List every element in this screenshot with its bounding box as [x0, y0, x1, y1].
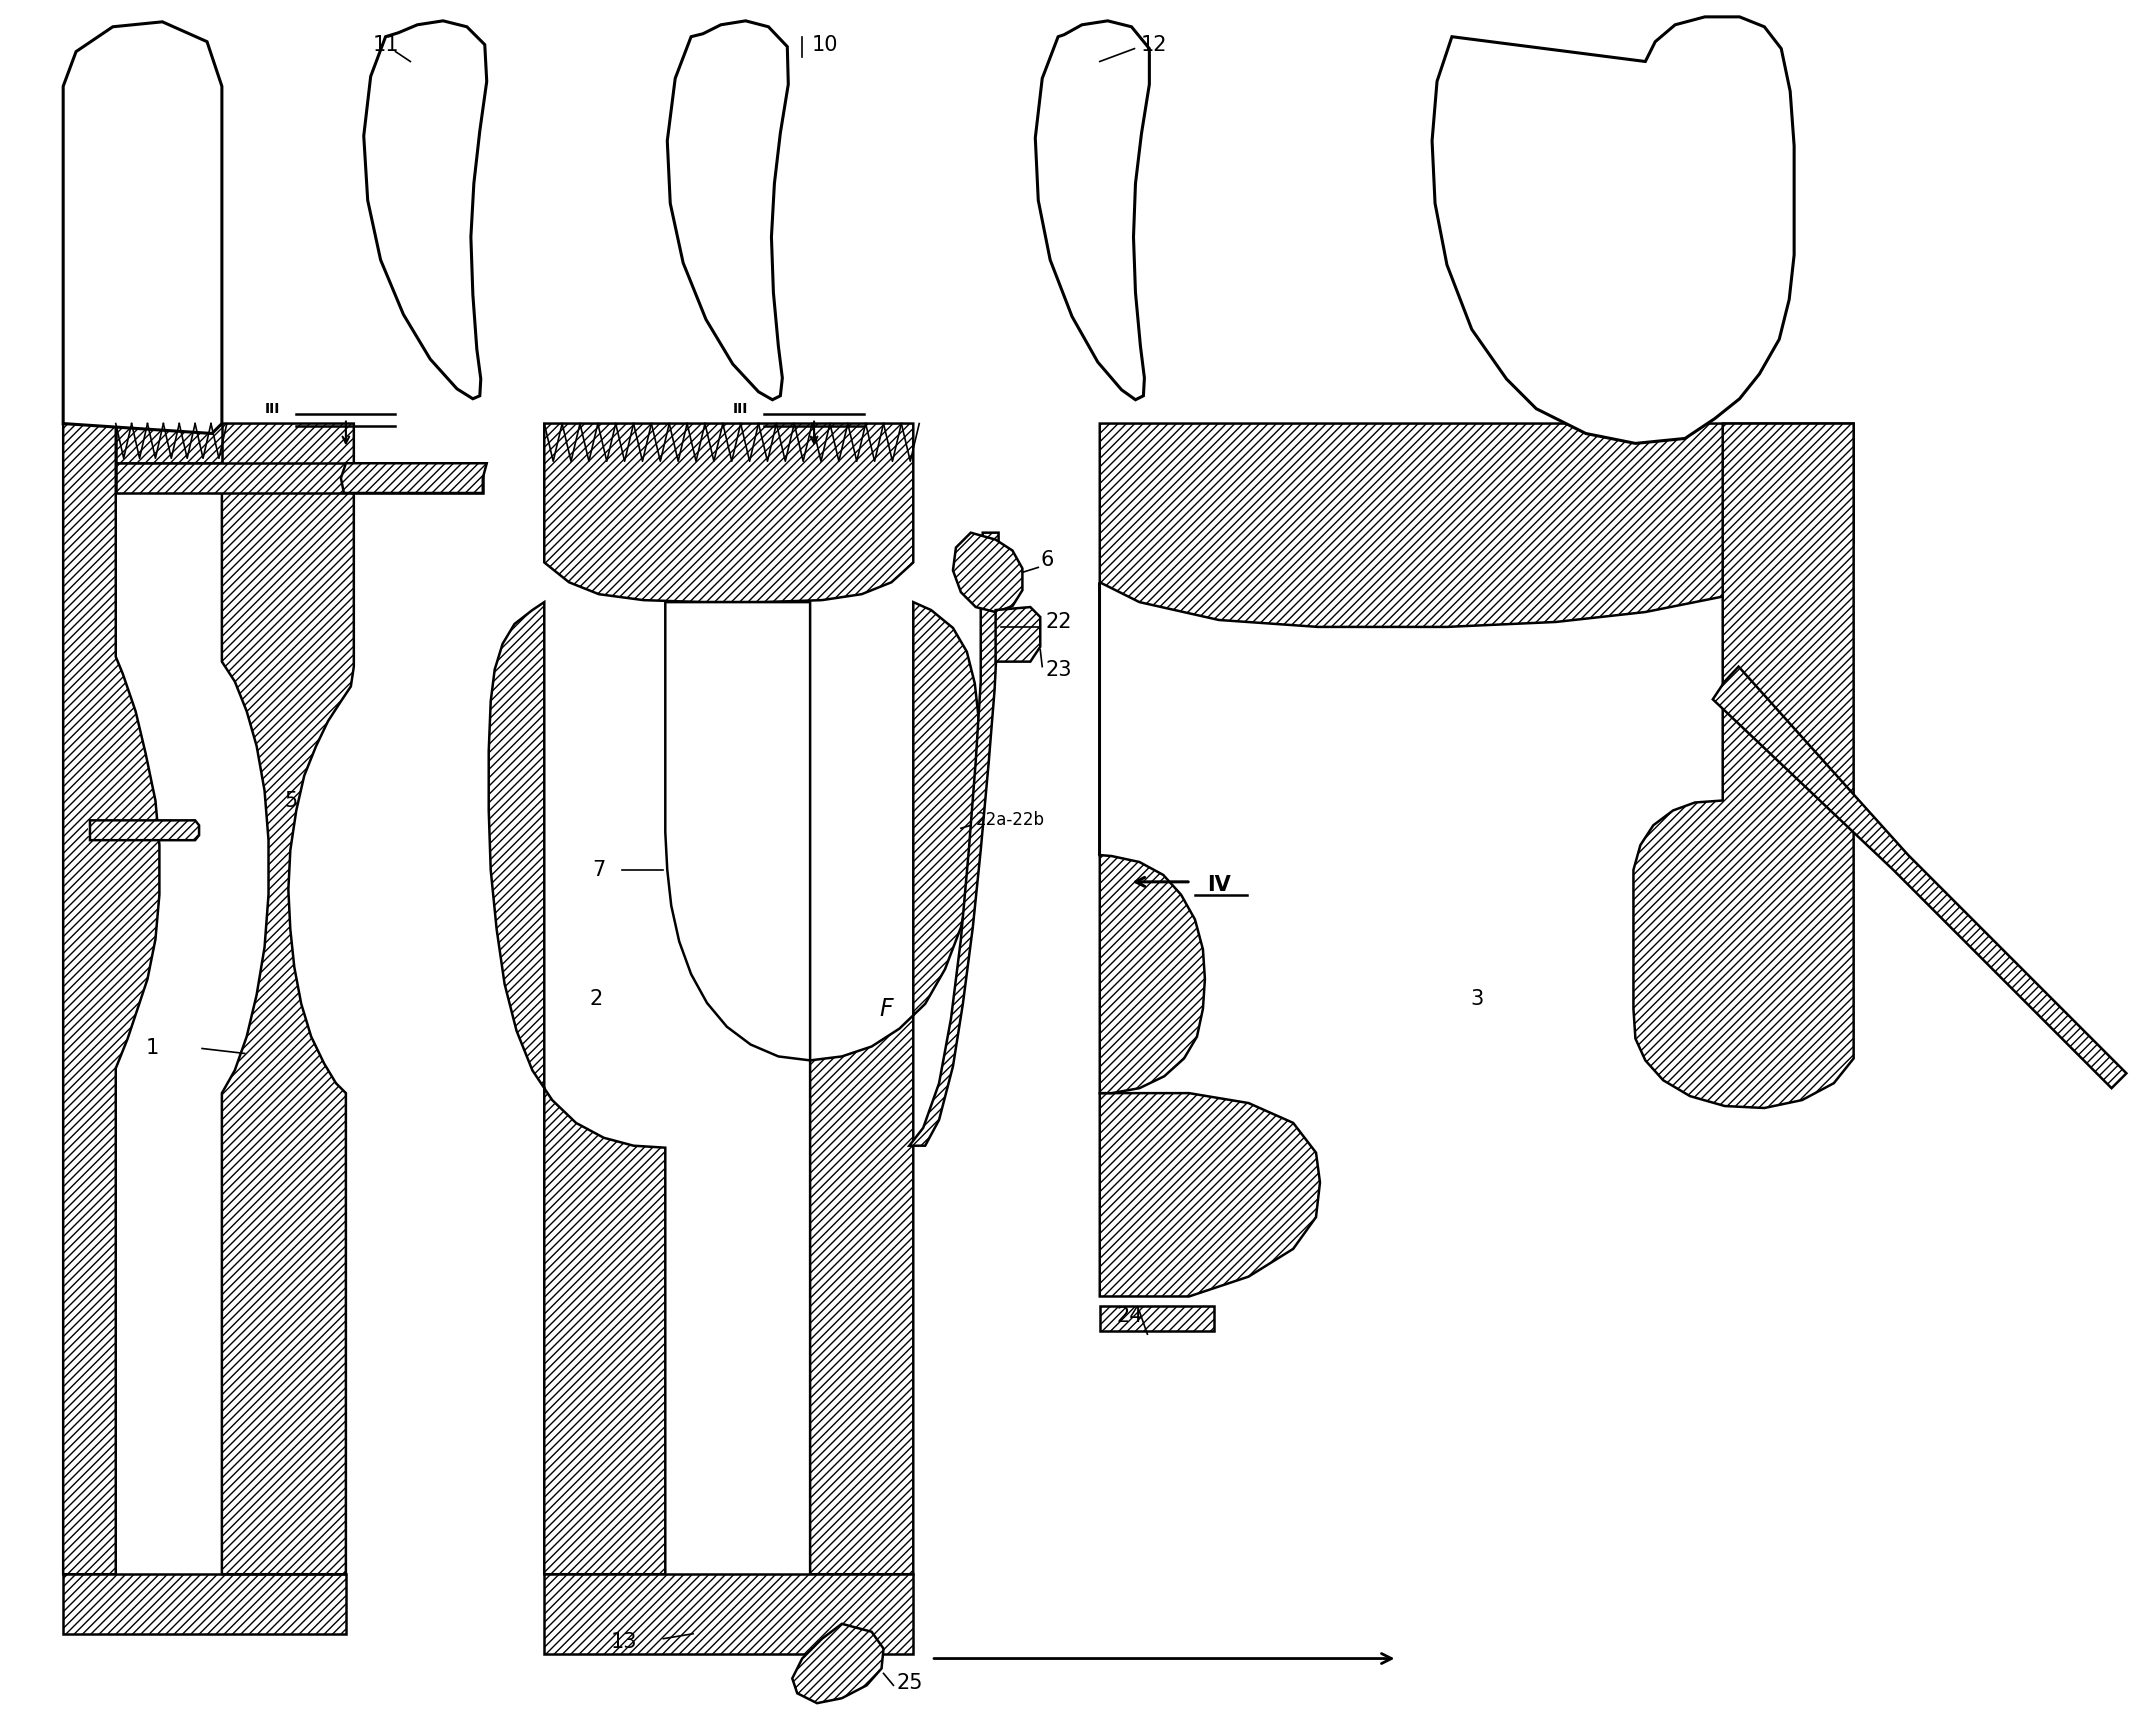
Polygon shape — [910, 533, 998, 1145]
Text: 12: 12 — [1142, 34, 1167, 55]
Text: 13: 13 — [610, 1632, 636, 1651]
Polygon shape — [364, 21, 486, 398]
Text: IV: IV — [1206, 875, 1232, 895]
Text: III: III — [733, 402, 748, 416]
Polygon shape — [1099, 583, 1206, 1094]
Polygon shape — [666, 602, 810, 1061]
Text: 6: 6 — [1041, 550, 1054, 571]
Text: 22a-22b: 22a-22b — [977, 811, 1045, 830]
Text: F: F — [880, 997, 893, 1021]
Text: 10: 10 — [812, 34, 840, 55]
Text: 7: 7 — [591, 861, 606, 880]
Polygon shape — [996, 607, 1041, 662]
Text: 25: 25 — [895, 1673, 923, 1694]
Text: 23: 23 — [1045, 659, 1071, 680]
Polygon shape — [793, 1623, 883, 1703]
Polygon shape — [1099, 424, 1853, 626]
Polygon shape — [62, 424, 159, 1575]
Text: 24: 24 — [1116, 1306, 1144, 1327]
Text: 5: 5 — [285, 790, 298, 811]
Polygon shape — [1099, 1306, 1215, 1332]
Polygon shape — [90, 821, 199, 840]
Polygon shape — [544, 1575, 912, 1654]
Polygon shape — [488, 602, 666, 1575]
Polygon shape — [1634, 424, 1853, 1107]
Polygon shape — [544, 424, 912, 602]
Text: 11: 11 — [373, 34, 398, 55]
Text: 2: 2 — [589, 988, 602, 1009]
Text: 3: 3 — [1469, 988, 1482, 1009]
Polygon shape — [341, 464, 486, 493]
Polygon shape — [953, 533, 1022, 612]
Polygon shape — [1035, 21, 1150, 400]
Polygon shape — [1433, 17, 1795, 443]
Text: 22: 22 — [1045, 612, 1071, 631]
Polygon shape — [668, 21, 788, 400]
Text: III: III — [266, 402, 281, 416]
Polygon shape — [223, 424, 353, 1575]
Polygon shape — [810, 602, 979, 1575]
Polygon shape — [62, 1575, 345, 1634]
Polygon shape — [1714, 666, 2127, 1088]
Text: 1: 1 — [146, 1038, 159, 1059]
Polygon shape — [62, 22, 223, 433]
Polygon shape — [116, 464, 482, 493]
Polygon shape — [116, 424, 223, 464]
Polygon shape — [1099, 1094, 1319, 1297]
